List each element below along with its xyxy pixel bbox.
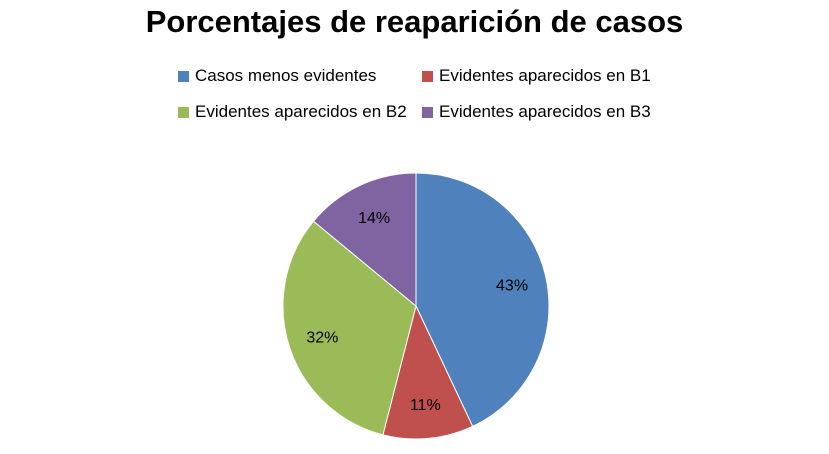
legend-item-b1: Evidentes aparecidos en B1 xyxy=(422,66,651,86)
legend-item-b2: Evidentes aparecidos en B2 xyxy=(178,102,407,122)
data-label: 43% xyxy=(496,278,528,295)
pie-slice xyxy=(282,220,417,436)
pie-slice xyxy=(415,172,550,428)
legend-label: Evidentes aparecidos en B3 xyxy=(439,102,651,121)
pie-slice xyxy=(312,172,417,308)
legend-swatch xyxy=(422,106,433,118)
data-label: 11% xyxy=(410,397,441,414)
data-label: 14% xyxy=(358,210,390,227)
legend-swatch xyxy=(178,70,189,82)
legend-label: Evidentes aparecidos en B1 xyxy=(439,66,651,85)
legend-swatch xyxy=(422,70,433,82)
legend-label: Evidentes aparecidos en B2 xyxy=(195,102,407,121)
pie-slice xyxy=(382,304,474,440)
legend-swatch xyxy=(178,106,189,118)
legend-label: Casos menos evidentes xyxy=(195,66,377,85)
legend-item-casos-menos-evidentes: Casos menos evidentes xyxy=(178,66,376,86)
chart-title: Porcentajes de reaparición de casos xyxy=(145,4,684,39)
legend-item-b3: Evidentes aparecidos en B3 xyxy=(422,102,651,122)
data-label: 32% xyxy=(306,329,338,346)
